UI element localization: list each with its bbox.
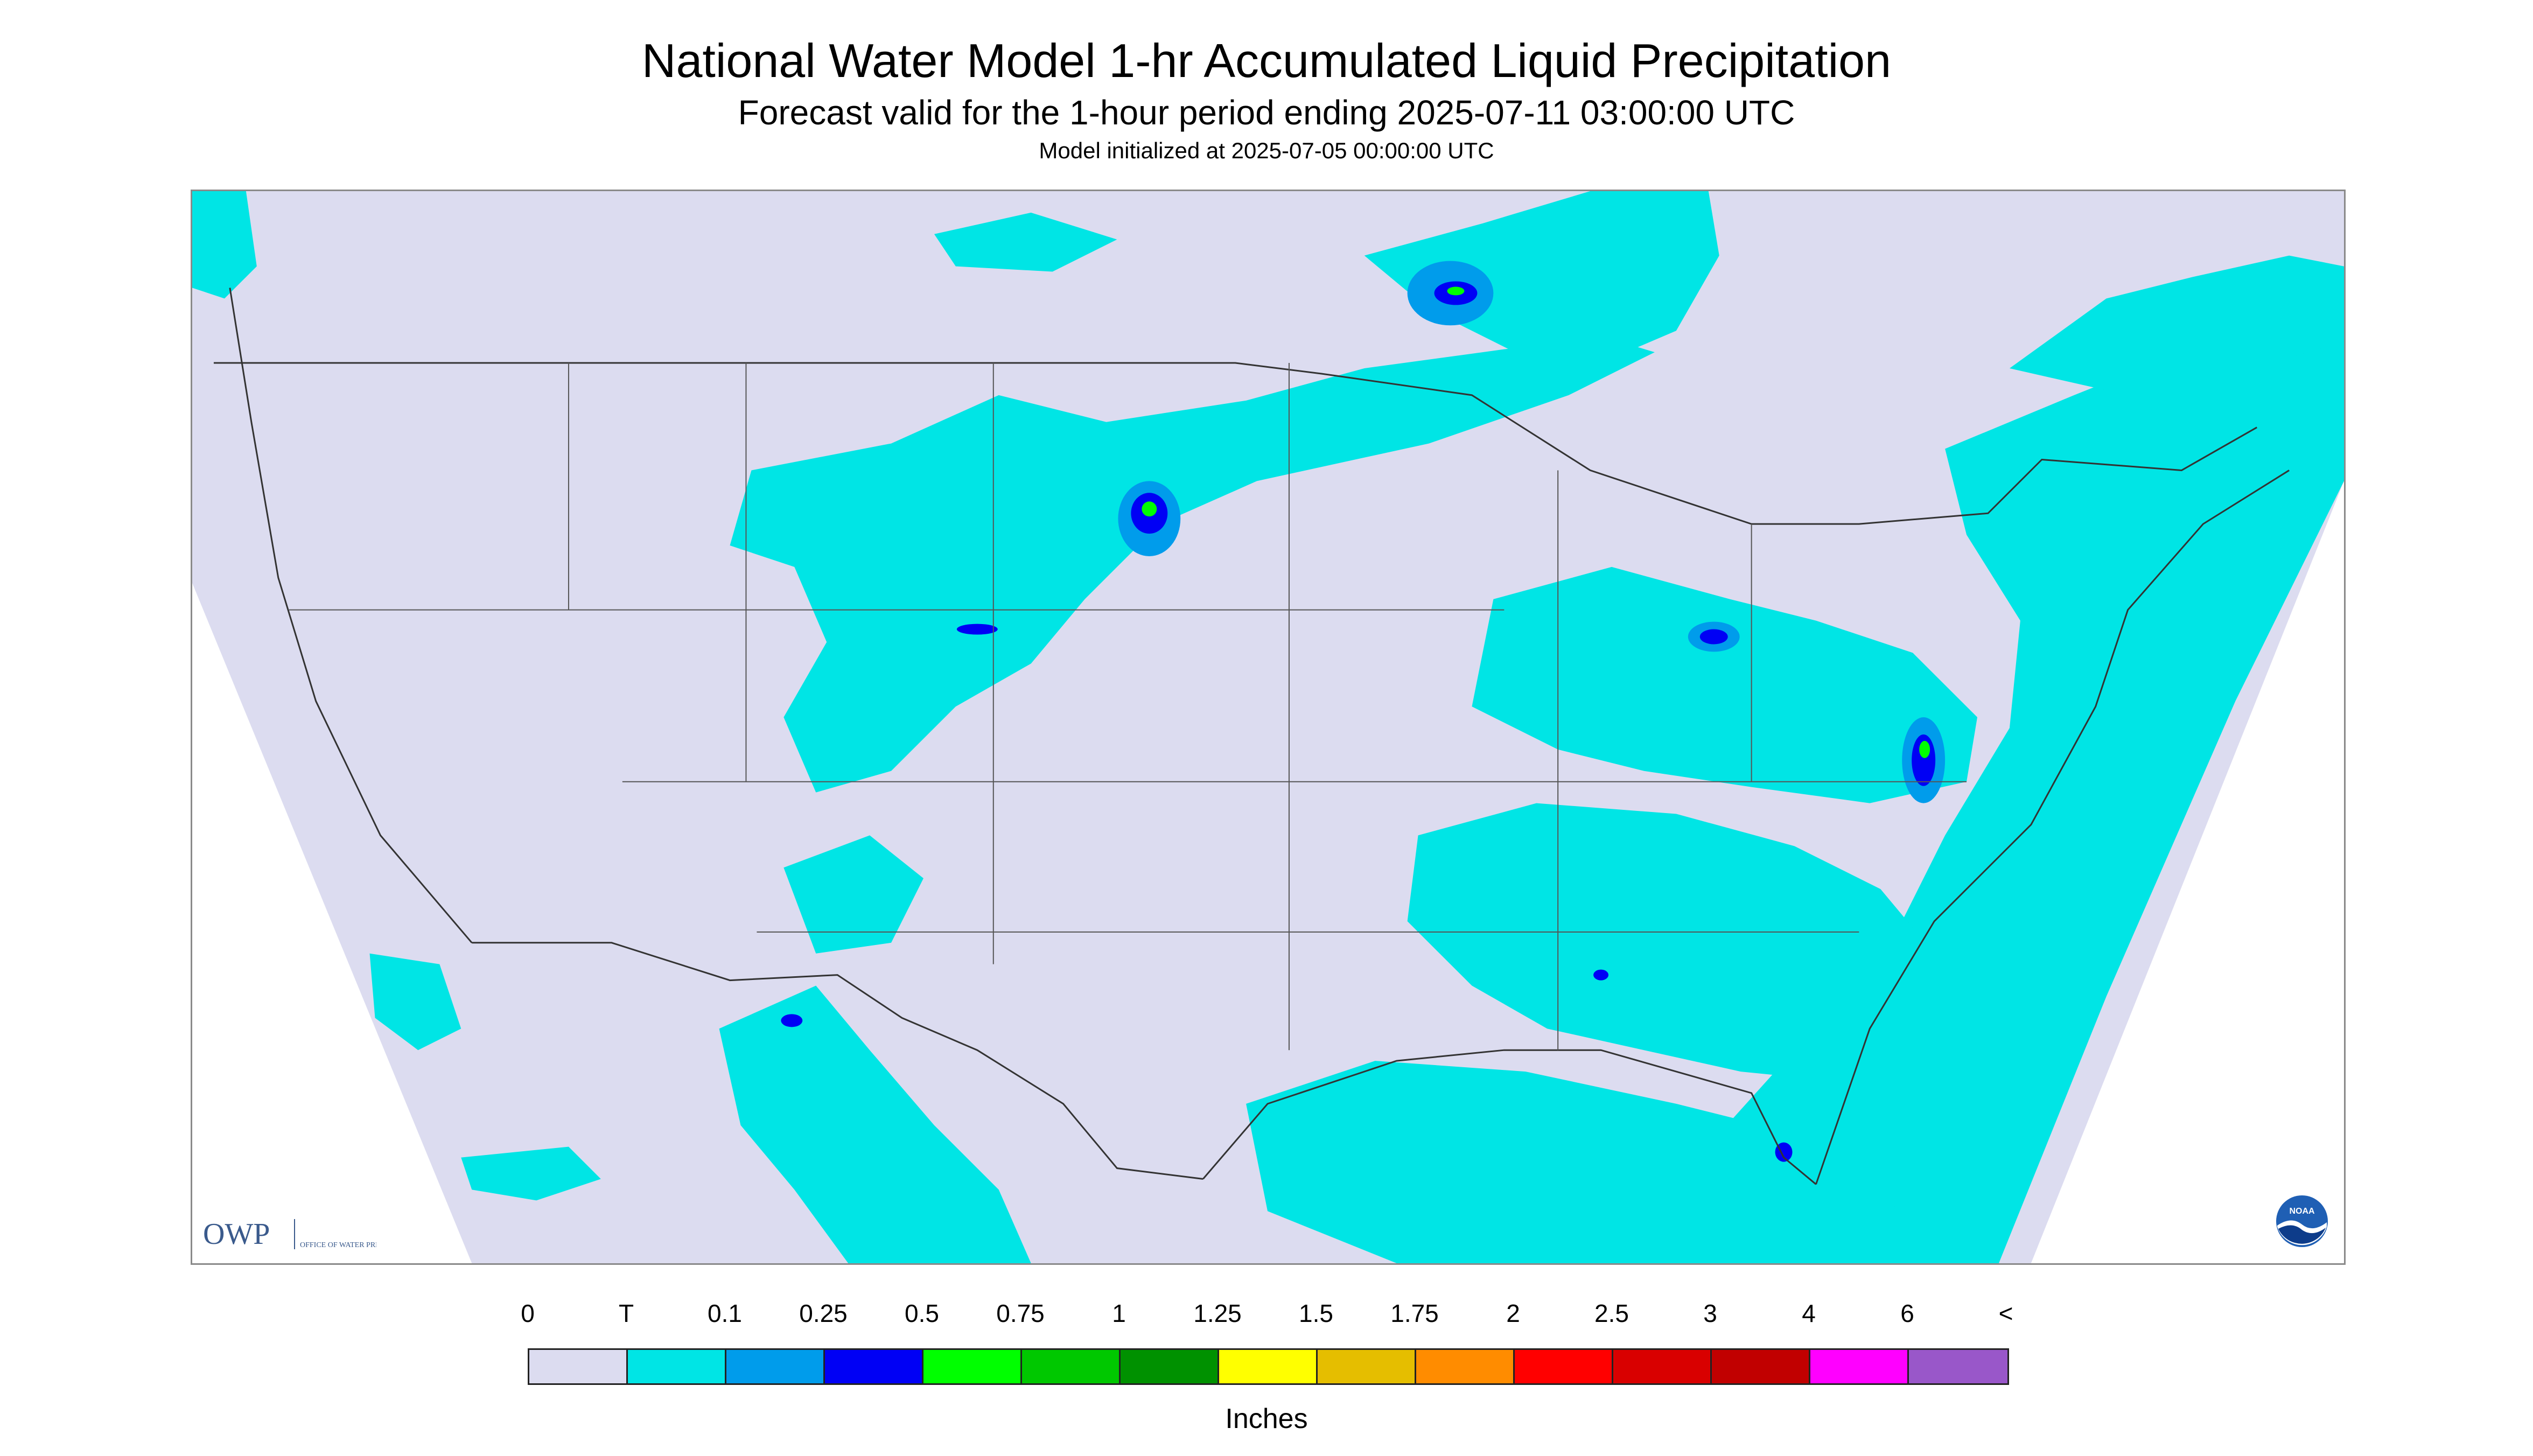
map-subtitle: Forecast valid for the 1-hour period end…: [738, 93, 1795, 132]
legend-swatch: [1712, 1350, 1810, 1383]
legend-labels: 0 T 0.1 0.25 0.5 0.75 1 1.25 1.5 1.75 2 2.5 3 4 6 <: [0, 1299, 2533, 1336]
noaa-logo: NOAA: [2275, 1194, 2329, 1248]
mexico-us-border: [472, 942, 1203, 1180]
legend-label: 4: [1802, 1299, 1816, 1327]
precip-region-baja: [461, 1146, 601, 1201]
precip-cell-south-dakota-peak: [1142, 501, 1157, 517]
legend-label: T: [618, 1299, 634, 1327]
legend-label: 0.25: [799, 1299, 848, 1327]
precip-cell-nebraska: [956, 624, 998, 635]
precip-cell-ohio-core: [1699, 629, 1728, 645]
legend-swatch: [825, 1350, 923, 1383]
owp-logo-subtext: OFFICE OF WATER PREDICTION: [300, 1241, 376, 1249]
legend-color-bar: [528, 1348, 2009, 1385]
precip-region-new-england: [2009, 255, 2344, 395]
legend-label: 3: [1703, 1299, 1717, 1327]
precip-cell-virginia-peak: [1919, 740, 1930, 758]
legend-swatch: [628, 1350, 726, 1383]
noaa-logo-text: NOAA: [2289, 1207, 2315, 1216]
state-boundaries: [289, 363, 1967, 1051]
precip-cell-alabama: [1593, 969, 1609, 981]
legend-label: 2.5: [1594, 1299, 1629, 1327]
legend-swatch: [529, 1350, 628, 1383]
precipitation-map: OWP OFFICE OF WATER PREDICTION NOAA: [191, 190, 2346, 1265]
precip-region-mexico: [719, 985, 1031, 1263]
precip-region-hudson: [934, 212, 1117, 272]
legend-label: 1.25: [1193, 1299, 1242, 1327]
precip-region-pacific: [369, 953, 461, 1051]
precip-region-gulf: [1246, 1061, 1902, 1263]
legend-swatch: [726, 1350, 825, 1383]
precip-region-southeast: [1407, 803, 1935, 1083]
atlantic-coast: [1815, 470, 2290, 1185]
owp-logo-text: OWP: [203, 1217, 270, 1251]
legend-label: 0.1: [708, 1299, 742, 1327]
legend-label: 0.75: [996, 1299, 1045, 1327]
legend-swatch: [1416, 1350, 1515, 1383]
owp-logo: OWP OFFICE OF WATER PREDICTION: [199, 1209, 411, 1258]
legend-label: 0.5: [905, 1299, 939, 1327]
trace-precip-layer: [192, 191, 2344, 1263]
legend-swatch: [1515, 1350, 1613, 1383]
pacific-coast: [229, 288, 473, 943]
map-title: National Water Model 1-hr Accumulated Li…: [641, 34, 1892, 87]
legend-label: <: [1998, 1299, 2013, 1327]
precip-cell-lake-superior-peak: [1447, 286, 1465, 296]
legend-swatch: [1318, 1350, 1416, 1383]
legend-units: Inches: [1225, 1403, 1308, 1434]
legend-label: 2: [1506, 1299, 1520, 1327]
legend-swatch: [1121, 1350, 1219, 1383]
legend-swatch: [1810, 1350, 1909, 1383]
precip-region-southwest: [783, 835, 923, 954]
legend-label: 6: [1900, 1299, 1914, 1327]
legend-swatch: [1909, 1350, 2007, 1383]
precip-region-ohio-valley: [1472, 566, 1978, 803]
precipitation-map-canvas: [192, 191, 2344, 1263]
legend-swatch: [923, 1350, 1022, 1383]
precip-region-northwest: [192, 191, 257, 299]
gulf-coast: [1202, 1049, 1817, 1185]
model-init-line: Model initialized at 2025-07-05 00:00:00…: [1039, 138, 1494, 163]
heavy-precip-cells: [781, 261, 1946, 1162]
legend-swatch: [1613, 1350, 1712, 1383]
legend-label: 1: [1112, 1299, 1126, 1327]
precip-region-northern-plains: [730, 336, 1655, 793]
legend-label: 0: [521, 1299, 535, 1327]
legend-label: 1.5: [1299, 1299, 1333, 1327]
precip-cell-arizona: [781, 1014, 803, 1027]
legend-swatch: [1022, 1350, 1121, 1383]
legend-swatch: [1219, 1350, 1318, 1383]
legend-label: 1.75: [1390, 1299, 1439, 1327]
